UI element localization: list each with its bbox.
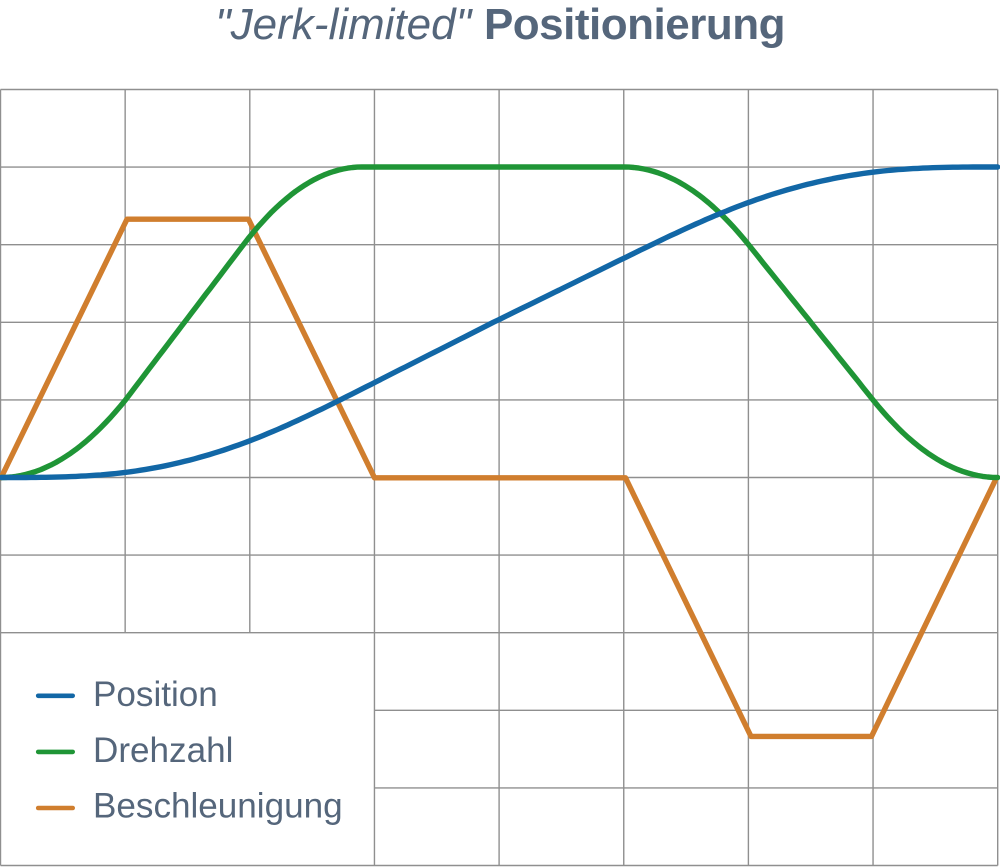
svg-text:Position: Position xyxy=(93,675,218,714)
svg-text:"Jerk-limited" Positionierung: "Jerk-limited" Positionierung xyxy=(215,0,785,49)
svg-text:Beschleunigung: Beschleunigung xyxy=(93,786,343,825)
svg-text:Drehzahl: Drehzahl xyxy=(93,731,233,770)
